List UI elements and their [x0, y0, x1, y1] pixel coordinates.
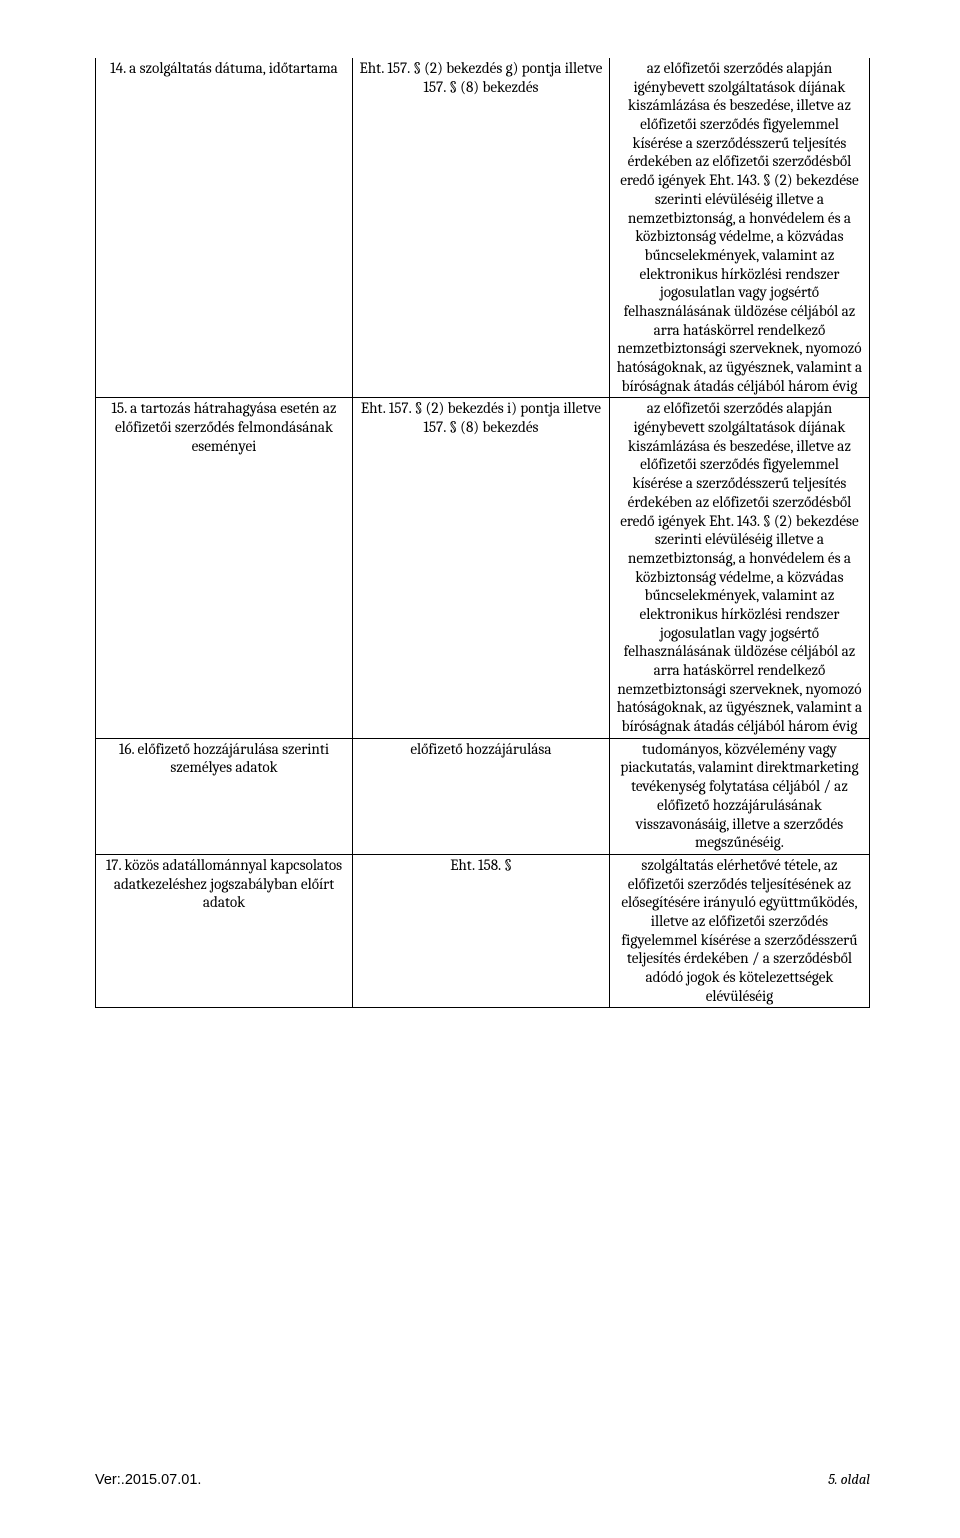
cell-col3: az előfizetői szerződés alapján igénybev…	[609, 58, 869, 398]
cell-col1: 16. előfizető hozzájárulása szerinti sze…	[96, 738, 353, 854]
cell-col3: szolgáltatás elérhetővé tétele, az előfi…	[609, 854, 869, 1008]
cell-col2: Eht. 158. §	[352, 854, 609, 1008]
table-row: 15. a tartozás hátrahagyása esetén az el…	[96, 398, 870, 738]
footer-version: Ver:.2015.07.01.	[95, 1472, 201, 1488]
footer-page-number: 5. oldal	[828, 1471, 870, 1488]
page-content: 14. a szolgáltatás dátuma, időtartama Eh…	[0, 0, 960, 1008]
cell-col1: 14. a szolgáltatás dátuma, időtartama	[96, 58, 353, 398]
table-row: 16. előfizető hozzájárulása szerinti sze…	[96, 738, 870, 854]
cell-col3: tudományos, közvélemény vagy piackutatás…	[609, 738, 869, 854]
cell-col2: Eht. 157. § (2) bekezdés g) pontja illet…	[352, 58, 609, 398]
cell-col3: az előfizetői szerződés alapján igénybev…	[609, 398, 869, 738]
table-row: 14. a szolgáltatás dátuma, időtartama Eh…	[96, 58, 870, 398]
cell-col1: 15. a tartozás hátrahagyása esetén az el…	[96, 398, 353, 738]
table-row: 17. közös adatállománnyal kapcsolatos ad…	[96, 854, 870, 1008]
cell-col2: Eht. 157. § (2) bekezdés i) pontja illet…	[352, 398, 609, 738]
cell-col2: előfizető hozzájárulása	[352, 738, 609, 854]
data-table: 14. a szolgáltatás dátuma, időtartama Eh…	[95, 58, 870, 1008]
cell-col1: 17. közös adatállománnyal kapcsolatos ad…	[96, 854, 353, 1008]
